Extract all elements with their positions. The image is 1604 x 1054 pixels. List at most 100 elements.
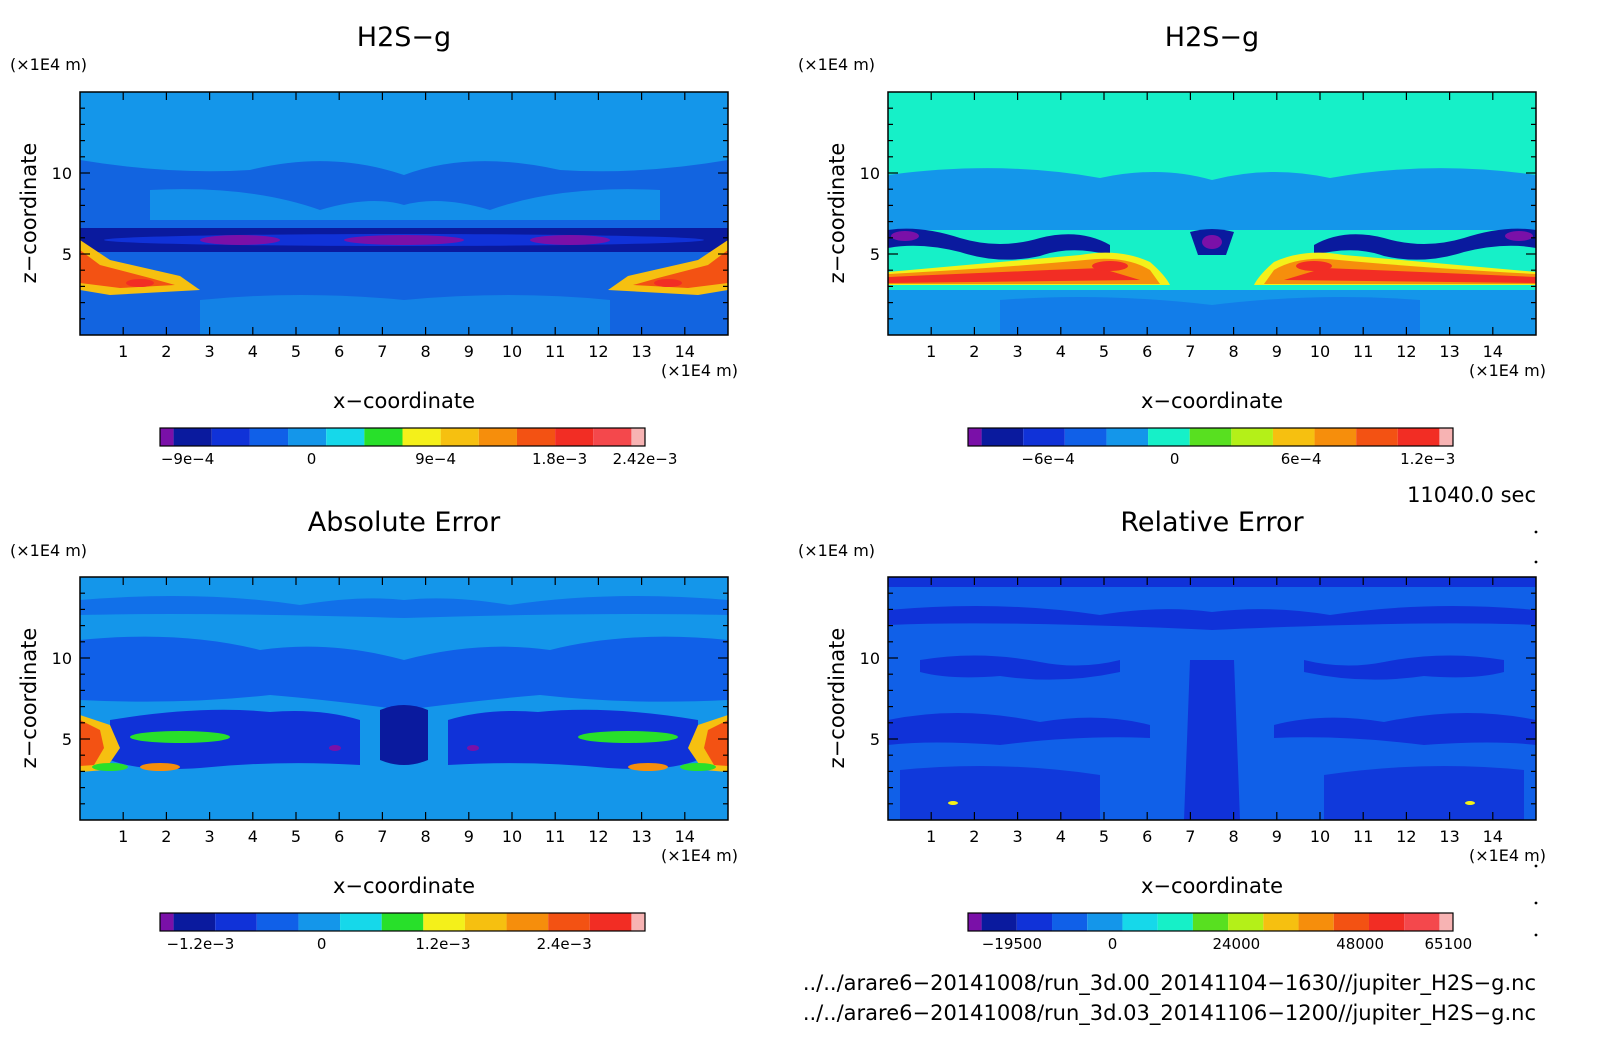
y-unit-label: (×1E4 m) — [798, 55, 875, 74]
colorbar-label: 0 — [307, 450, 317, 468]
x-tick-label: 5 — [291, 342, 301, 361]
colorbar-segment — [516, 428, 556, 446]
x-unit-label: (×1E4 m) — [1469, 846, 1546, 865]
x-tick-label: 4 — [1056, 342, 1066, 361]
x-tick-label: 5 — [291, 827, 301, 846]
colorbar-segment — [981, 913, 1017, 931]
x-tick-label: 11 — [545, 342, 565, 361]
field-plot — [888, 577, 1536, 820]
colorbar-segment — [1231, 428, 1273, 446]
colorbar-segment — [1016, 913, 1053, 931]
colorbar-frame — [159, 912, 646, 932]
panel-h2s-g-right: H2S−g (×1E4 m) 1 2 3 4 5 6 7 8 9 10 11 12 13 — [798, 22, 1546, 468]
colorbar-segment — [1314, 428, 1357, 446]
x-tick-label: 6 — [334, 827, 344, 846]
colorbar-segment — [478, 428, 517, 446]
y-unit-label: (×1E4 m) — [10, 541, 87, 560]
colorbar-segment — [1272, 428, 1315, 446]
x-tick-label: 13 — [1439, 342, 1459, 361]
x-tick-label: 7 — [1185, 827, 1195, 846]
y-tick-label: 5 — [62, 245, 72, 264]
colorbar-segment — [1192, 913, 1229, 931]
x-tick-label: 10 — [1310, 342, 1330, 361]
colorbar-label: 2.4e−3 — [537, 935, 592, 953]
x-tick-label: 1 — [118, 342, 128, 361]
x-tick-labels: 1 2 3 4 5 6 7 8 9 10 11 12 13 14 — [118, 827, 695, 846]
y-tick-labels: 5 10 — [860, 164, 880, 264]
x-axis-label: x−coordinate — [333, 389, 475, 413]
colorbar-segment — [1397, 428, 1440, 446]
colorbar-segment — [1157, 913, 1193, 931]
colorbar-segment — [173, 428, 212, 446]
colorbar-segment — [1052, 913, 1088, 931]
colorbar-segment — [631, 913, 645, 931]
colorbar-segment — [1356, 428, 1398, 446]
chart-title: H2S−g — [357, 22, 451, 53]
colorbar-segment — [364, 428, 403, 446]
x-tick-label: 12 — [1396, 827, 1416, 846]
x-tick-label: 5 — [1099, 342, 1109, 361]
x-tick-label: 9 — [464, 342, 474, 361]
colorbar-segment — [1368, 913, 1405, 931]
colorbar-segment — [593, 428, 632, 446]
colorbar-segment — [381, 913, 424, 931]
colorbar-segment — [160, 913, 174, 931]
colorbar-label: 65100 — [1424, 935, 1472, 953]
colorbar-label: 1.8e−3 — [532, 450, 587, 468]
field-plot — [80, 577, 728, 820]
x-tick-label: 4 — [1056, 827, 1066, 846]
y-tick-label: 5 — [870, 730, 880, 749]
x-tick-label: 10 — [1310, 827, 1330, 846]
colorbar-segment — [1333, 913, 1369, 931]
y-tick-labels: 5 10 — [52, 164, 72, 264]
x-tick-label: 13 — [631, 827, 651, 846]
colorbar-segment — [256, 913, 299, 931]
colorbar: −6e−4 0 6e−4 1.2e−3 — [967, 427, 1455, 468]
colorbar-segment — [1023, 428, 1065, 446]
plot-frame — [887, 91, 1537, 336]
x-tick-label: 7 — [377, 827, 387, 846]
colorbar-segment — [968, 428, 982, 446]
colorbar-label: −6e−4 — [1021, 450, 1074, 468]
y-tick-label: 10 — [860, 649, 880, 668]
y-tick-label: 10 — [52, 649, 72, 668]
x-tick-label: 3 — [1013, 827, 1023, 846]
chart-title: H2S−g — [1165, 22, 1259, 53]
colorbar-segment — [249, 428, 289, 446]
x-tick-label: 2 — [161, 827, 171, 846]
y-tick-label: 5 — [870, 245, 880, 264]
colorbar-segment — [1189, 428, 1232, 446]
colorbar-segment — [464, 913, 507, 931]
y-tick-label: 10 — [860, 164, 880, 183]
x-tick-label: 3 — [1013, 342, 1023, 361]
colorbar-segment — [1122, 913, 1158, 931]
time-label: 11040.0 sec — [1407, 483, 1536, 507]
colorbar-segment — [298, 913, 341, 931]
colorbar-segment — [211, 428, 250, 446]
y-axis-label: z−coordinate — [825, 143, 849, 284]
colorbar-segment — [506, 913, 549, 931]
colorbar-segment — [1439, 913, 1453, 931]
x-unit-label: (×1E4 m) — [1469, 361, 1546, 380]
x-tick-label: 14 — [675, 827, 695, 846]
x-tick-label: 6 — [1142, 827, 1152, 846]
x-tick-label: 3 — [205, 827, 215, 846]
x-tick-labels: 1 2 3 4 5 6 7 8 9 10 11 12 13 14 — [926, 827, 1503, 846]
y-unit-label: (×1E4 m) — [10, 55, 87, 74]
x-unit-label: (×1E4 m) — [661, 361, 738, 380]
x-tick-label: 14 — [675, 342, 695, 361]
colorbar: −1.2e−3 0 1.2e−3 2.4e−3 — [159, 912, 646, 953]
x-tick-label: 9 — [1272, 827, 1282, 846]
field-plot — [80, 92, 728, 335]
x-tick-label: 13 — [1439, 827, 1459, 846]
x-tick-label: 1 — [926, 827, 936, 846]
panel-h2s-g-left: H2S−g (×1E4 m) 1 2 3 4 5 6 7 8 9 10 11 12 13 14 510 (… — [10, 22, 738, 468]
x-axis-label: x−coordinate — [1141, 389, 1283, 413]
footer-file-path-1: ../../arare6−20141008/run_3d.00_20141104… — [803, 971, 1536, 996]
colorbar-segment — [160, 428, 174, 446]
colorbar-segment — [1228, 913, 1264, 931]
colorbar-segment — [548, 913, 590, 931]
x-tick-label: 10 — [502, 827, 522, 846]
x-tick-label: 8 — [421, 827, 431, 846]
x-tick-label: 12 — [588, 342, 608, 361]
